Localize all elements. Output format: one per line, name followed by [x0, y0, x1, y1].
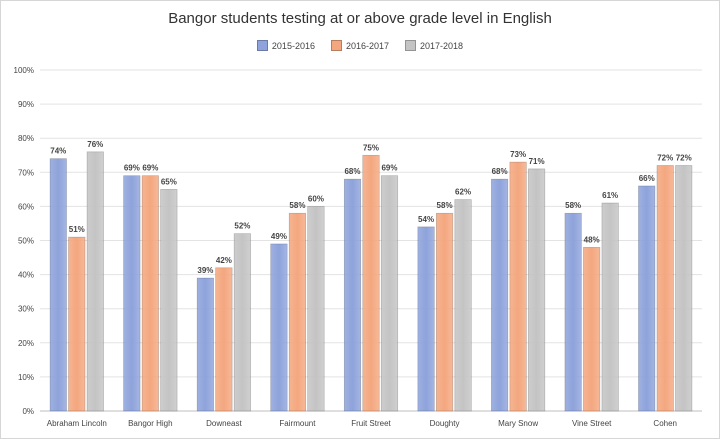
x-category-label: Downeast	[206, 419, 242, 428]
bar	[380, 175, 399, 412]
y-tick-label: 100%	[14, 66, 34, 75]
bar	[270, 243, 288, 412]
data-label: 73%	[510, 150, 526, 159]
data-label: 69%	[381, 164, 397, 173]
y-tick-label: 50%	[18, 237, 34, 246]
bar	[307, 206, 325, 412]
bar	[68, 236, 86, 412]
legend-label: 2015-2016	[271, 40, 315, 51]
legend-label: 2017-2018	[420, 40, 464, 51]
data-label: 49%	[271, 232, 287, 241]
data-label: 69%	[142, 164, 158, 173]
bar	[343, 178, 362, 412]
data-label: 54%	[418, 215, 434, 224]
y-tick-label: 90%	[18, 100, 34, 109]
data-label: 48%	[584, 235, 600, 244]
bar	[215, 267, 233, 412]
bar	[417, 226, 435, 412]
x-category-label: Fruit Street	[351, 419, 391, 428]
y-tick-label: 0%	[22, 407, 34, 416]
bar	[638, 185, 656, 412]
bar	[656, 165, 674, 412]
y-tick-label: 30%	[18, 305, 34, 314]
y-tick-label: 70%	[18, 168, 34, 177]
bar	[160, 189, 178, 412]
data-label: 65%	[161, 177, 177, 186]
chart-title: Bangor students testing at or above grad…	[168, 10, 552, 27]
data-label: 58%	[565, 201, 581, 210]
bar	[233, 233, 251, 412]
legend: 2015-2016 2016-2017 2017-2018	[0, 40, 720, 51]
x-category-label: Doughty	[430, 419, 460, 428]
x-category-label: Cohen	[653, 419, 677, 428]
data-label: 74%	[50, 147, 66, 156]
bar	[123, 175, 141, 412]
data-label: 39%	[197, 266, 213, 275]
data-label: 51%	[69, 225, 85, 234]
data-label: 76%	[87, 140, 103, 149]
legend-swatch	[330, 40, 342, 51]
data-label: 42%	[216, 256, 232, 265]
bar	[141, 175, 159, 412]
legend-swatch	[256, 40, 268, 51]
y-tick-label: 20%	[18, 339, 34, 348]
y-tick-label: 10%	[18, 373, 34, 382]
data-label: 60%	[308, 194, 324, 203]
y-tick-label: 60%	[18, 202, 34, 211]
bar	[288, 212, 306, 412]
data-label: 72%	[676, 153, 692, 162]
y-tick-label: 40%	[18, 271, 34, 280]
legend-item: 2016-2017	[330, 40, 390, 51]
data-label: 52%	[234, 222, 250, 231]
bar	[528, 168, 546, 412]
legend-item: 2015-2016	[256, 40, 315, 51]
y-tick-label: 80%	[18, 134, 34, 143]
x-category-label: Fairmount	[279, 419, 316, 428]
x-category-label: Mary Snow	[498, 419, 538, 428]
legend-item: 2017-2018	[405, 40, 463, 51]
legend-swatch	[405, 40, 417, 51]
data-label: 61%	[602, 191, 618, 200]
bar	[362, 154, 380, 412]
bar	[509, 161, 527, 412]
data-label: 68%	[492, 167, 508, 176]
data-label: 75%	[363, 143, 379, 152]
legend-label: 2016-2017	[345, 40, 390, 51]
data-label: 66%	[639, 174, 655, 183]
data-label: 58%	[437, 201, 453, 210]
bar	[601, 202, 619, 412]
data-label: 72%	[657, 153, 673, 162]
data-label: 68%	[344, 167, 360, 176]
bar	[86, 151, 104, 412]
data-label: 69%	[124, 164, 140, 173]
bar	[675, 165, 693, 412]
data-label: 58%	[289, 201, 305, 210]
data-label: 71%	[529, 157, 545, 166]
bar	[564, 212, 582, 412]
bar	[491, 178, 509, 412]
bar	[196, 277, 214, 412]
x-category-label: Abraham Lincoln	[47, 419, 107, 428]
bar	[454, 199, 472, 412]
data-label: 62%	[455, 188, 471, 197]
bar	[436, 212, 454, 412]
bar	[49, 158, 67, 412]
x-category-label: Vine Street	[572, 419, 612, 428]
bar	[583, 247, 601, 412]
x-category-label: Bangor High	[128, 419, 172, 428]
